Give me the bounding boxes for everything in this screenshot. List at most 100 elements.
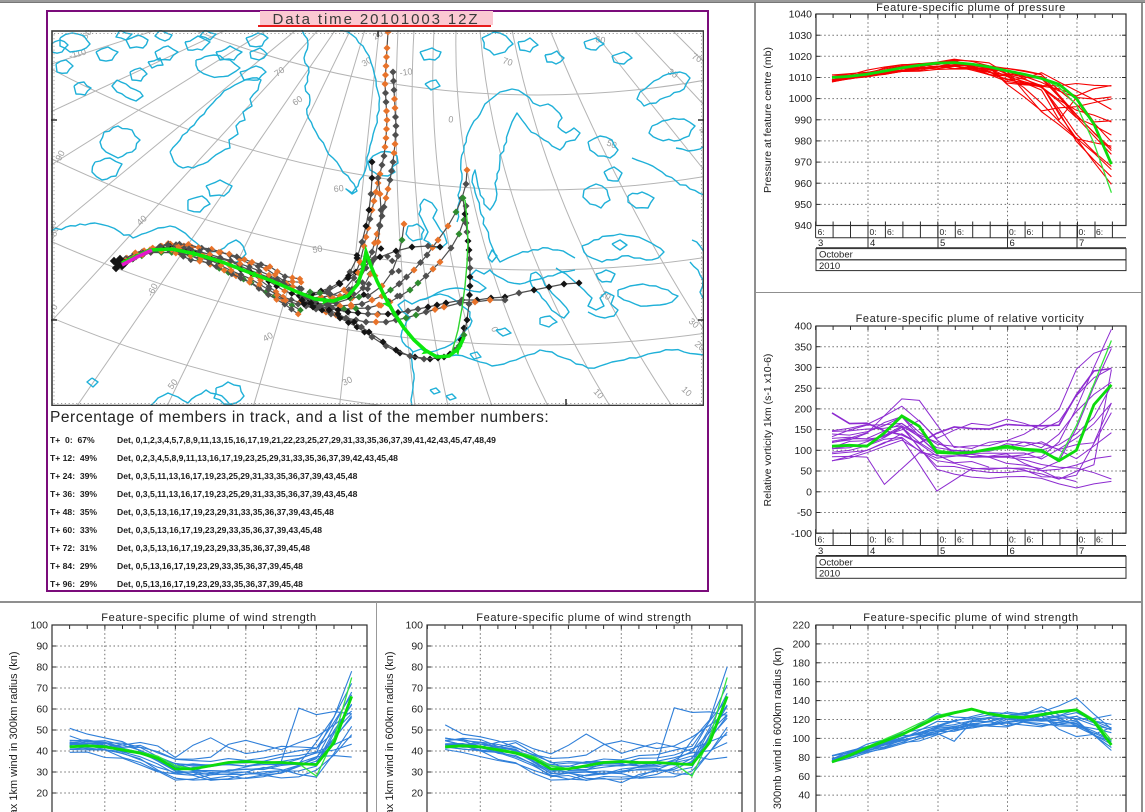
svg-text:-30: -30 xyxy=(51,219,58,235)
svg-text:0: 0 xyxy=(448,114,454,125)
svg-text:1030: 1030 xyxy=(789,30,813,42)
svg-text:7: 7 xyxy=(1079,238,1084,249)
svg-text:20: 20 xyxy=(599,288,613,302)
svg-text:90: 90 xyxy=(36,641,48,653)
svg-text:20: 20 xyxy=(36,788,48,800)
svg-text:100: 100 xyxy=(405,620,423,632)
svg-text:940: 940 xyxy=(794,220,812,232)
svg-text:60: 60 xyxy=(333,183,344,194)
svg-text:6:: 6: xyxy=(818,227,825,237)
svg-text:6: 6 xyxy=(1010,546,1015,557)
svg-text:40: 40 xyxy=(411,746,423,758)
svg-text:5: 5 xyxy=(940,546,945,557)
svg-text:Max 1km wind in 600km radius (: Max 1km wind in 600km radius (kn) xyxy=(384,651,396,812)
svg-text:4: 4 xyxy=(870,238,875,249)
svg-text:180: 180 xyxy=(792,657,810,669)
svg-text:40: 40 xyxy=(36,746,48,758)
svg-text:50: 50 xyxy=(80,30,94,41)
svg-text:220: 220 xyxy=(792,620,810,632)
svg-text:300: 300 xyxy=(794,362,812,374)
svg-text:7: 7 xyxy=(1079,546,1084,557)
svg-text:2010: 2010 xyxy=(819,261,840,272)
svg-text:6:: 6: xyxy=(957,227,964,237)
svg-text:60: 60 xyxy=(798,771,810,783)
svg-text:40: 40 xyxy=(697,125,704,139)
svg-text:970: 970 xyxy=(794,157,812,169)
svg-text:140: 140 xyxy=(792,695,810,707)
svg-text:60: 60 xyxy=(36,704,48,716)
svg-text:0:: 0: xyxy=(1009,535,1016,545)
svg-text:1020: 1020 xyxy=(789,51,813,63)
svg-text:60: 60 xyxy=(595,34,606,45)
svg-text:-70: -70 xyxy=(51,303,60,319)
svg-text:0:: 0: xyxy=(1009,227,1016,237)
svg-text:70: 70 xyxy=(690,51,704,65)
svg-text:950: 950 xyxy=(794,199,812,211)
svg-text:30: 30 xyxy=(36,767,48,779)
svg-text:6:: 6: xyxy=(1096,535,1103,545)
svg-text:0:: 0: xyxy=(1079,227,1086,237)
svg-text:0:: 0: xyxy=(940,227,947,237)
svg-text:-10: -10 xyxy=(399,66,413,78)
svg-text:6:: 6: xyxy=(1027,535,1034,545)
svg-text:0: 0 xyxy=(806,486,812,498)
svg-text:990: 990 xyxy=(794,114,812,126)
svg-text:1000: 1000 xyxy=(789,93,813,105)
svg-text:80: 80 xyxy=(411,662,423,674)
svg-text:5: 5 xyxy=(940,238,945,249)
svg-text:-80: -80 xyxy=(51,225,61,240)
svg-text:120: 120 xyxy=(792,714,810,726)
svg-text:Feature-specific plume of wind: Feature-specific plume of wind strength xyxy=(476,612,691,624)
svg-text:80: 80 xyxy=(798,752,810,764)
svg-text:70: 70 xyxy=(272,65,286,79)
svg-text:6:: 6: xyxy=(818,535,825,545)
svg-text:50: 50 xyxy=(312,243,324,255)
svg-text:1040: 1040 xyxy=(789,9,813,21)
svg-text:40: 40 xyxy=(135,213,149,227)
svg-text:200: 200 xyxy=(792,639,810,651)
svg-text:50: 50 xyxy=(411,725,423,737)
svg-text:50: 50 xyxy=(800,466,812,478)
svg-text:Pressure at feature centre (mb: Pressure at feature centre (mb) xyxy=(762,47,774,193)
svg-text:4: 4 xyxy=(870,546,875,557)
svg-text:60: 60 xyxy=(290,94,304,108)
svg-text:6:: 6: xyxy=(887,227,894,237)
svg-text:350: 350 xyxy=(794,341,812,353)
svg-text:960: 960 xyxy=(794,178,812,190)
svg-text:40: 40 xyxy=(261,330,275,344)
svg-text:50: 50 xyxy=(166,377,180,391)
svg-text:Relative vorticity 1km (s-1 x1: Relative vorticity 1km (s-1 x10-6) xyxy=(762,354,774,507)
svg-text:70: 70 xyxy=(501,55,514,68)
svg-text:Feature-specific plume of wind: Feature-specific plume of wind strength xyxy=(863,612,1078,624)
svg-text:-100: -100 xyxy=(791,528,812,540)
svg-text:Feature-specific plume of pres: Feature-specific plume of pressure xyxy=(876,2,1066,14)
svg-text:30: 30 xyxy=(340,374,353,387)
svg-text:250: 250 xyxy=(794,383,812,395)
svg-text:6: 6 xyxy=(1010,238,1015,249)
svg-text:30: 30 xyxy=(687,316,701,330)
svg-text:100: 100 xyxy=(794,445,812,457)
svg-text:160: 160 xyxy=(792,676,810,688)
svg-text:Max 1km wind in 300km radius (: Max 1km wind in 300km radius (kn) xyxy=(8,651,20,812)
svg-text:3: 3 xyxy=(818,546,823,557)
svg-text:Max 300mb wind in 600km radius: Max 300mb wind in 600km radius (kn) xyxy=(772,647,784,812)
svg-text:6:: 6: xyxy=(887,535,894,545)
svg-text:October: October xyxy=(819,250,853,261)
svg-text:980: 980 xyxy=(794,136,812,148)
svg-text:200: 200 xyxy=(794,404,812,416)
svg-text:70: 70 xyxy=(411,683,423,695)
svg-text:50: 50 xyxy=(36,725,48,737)
svg-text:0:: 0: xyxy=(870,535,877,545)
svg-text:0:: 0: xyxy=(940,535,947,545)
svg-text:90: 90 xyxy=(411,641,423,653)
svg-text:6:: 6: xyxy=(1096,227,1103,237)
svg-text:40: 40 xyxy=(798,790,810,802)
svg-text:400: 400 xyxy=(794,321,812,333)
svg-text:70: 70 xyxy=(36,683,48,695)
svg-text:30: 30 xyxy=(411,767,423,779)
svg-text:10: 10 xyxy=(592,387,606,401)
svg-text:October: October xyxy=(819,557,853,568)
svg-text:100: 100 xyxy=(792,733,810,745)
svg-text:Feature-specific plume of wind: Feature-specific plume of wind strength xyxy=(101,612,316,624)
svg-text:0:: 0: xyxy=(870,227,877,237)
